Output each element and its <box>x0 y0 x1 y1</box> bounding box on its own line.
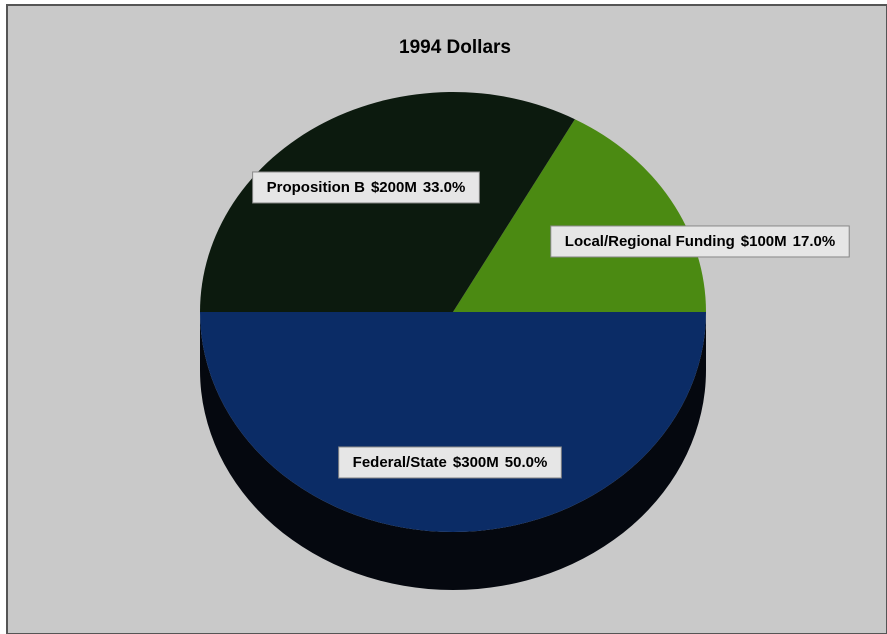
slice-label: Proposition B $200M 33.0% <box>267 179 466 196</box>
category-label: Proposition B <box>267 179 365 196</box>
slice-label-group: Local/Regional Funding $100M 17.0% <box>550 225 850 258</box>
category-label: Local/Regional Funding <box>565 233 735 250</box>
value-label: 33.0% <box>423 179 466 196</box>
slice-label: Local/Regional Funding $100M 17.0% <box>565 233 835 250</box>
slice-label-group: Federal/State $300M 50.0% <box>338 446 562 479</box>
labels: Local/Regional Funding $100M 17.0% Proposit… <box>252 171 850 479</box>
label-box <box>338 446 562 479</box>
amount-label: $200M <box>371 179 417 196</box>
pie-side <box>200 312 706 590</box>
amount-label: $300M <box>453 454 499 471</box>
pie <box>200 91 706 590</box>
value-label: 50.0% <box>505 454 548 471</box>
category-label: Federal/State <box>353 454 447 471</box>
pie-slice <box>453 119 706 313</box>
label-box <box>252 171 480 204</box>
slice-label: Federal/State $300M 50.0% <box>353 454 548 471</box>
label-box <box>550 225 850 258</box>
value-label: 17.0% <box>793 233 836 250</box>
slice-label-group: Proposition B $200M 33.0% <box>252 171 480 204</box>
pie-slice <box>200 312 706 532</box>
amount-label: $100M <box>741 233 787 250</box>
chart-title: 1994 Dollars <box>399 37 511 58</box>
